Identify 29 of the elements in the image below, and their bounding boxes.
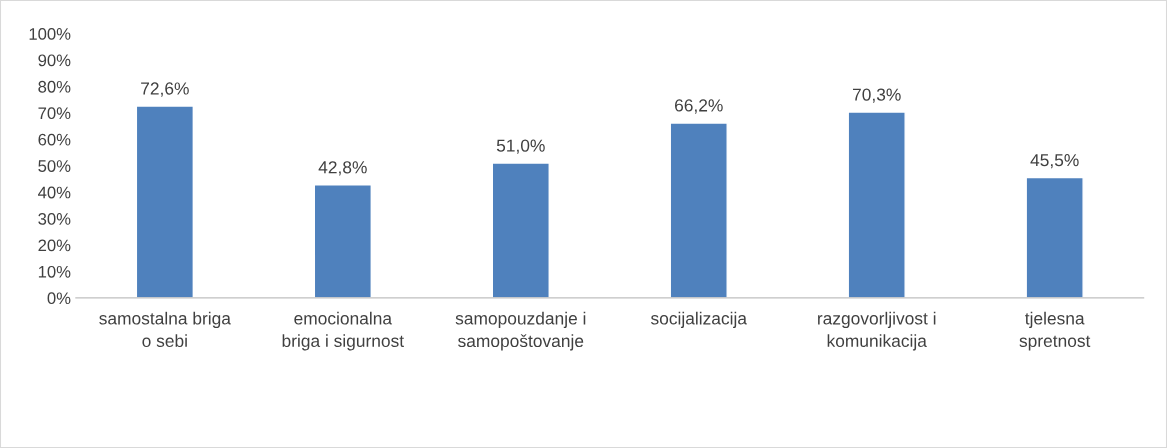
data-label: 72,6% — [141, 82, 189, 97]
x-tick-label: samostalna briga o sebi — [99, 311, 231, 348]
x-tick-label: samopouzdanje i samopoštovanje — [455, 311, 586, 351]
x-tick-label: tjelesna spretnost — [1019, 311, 1091, 351]
y-tick-label: 70% — [38, 107, 71, 120]
bar — [313, 184, 372, 298]
data-label: 42,8% — [318, 161, 367, 176]
x-tick-label: razgovorljivost i komunikacija — [818, 311, 936, 351]
bar — [135, 105, 195, 298]
y-tick-label: 50% — [38, 160, 71, 172]
bar — [847, 111, 906, 298]
x-tick-label: emocionalna briga i sigurnost — [282, 311, 404, 351]
data-label: 66,2% — [675, 99, 723, 114]
y-tick-label: 100% — [29, 28, 71, 40]
bar — [1025, 176, 1084, 298]
y-tick-label: 30% — [38, 213, 71, 225]
y-tick-label: 40% — [38, 186, 71, 199]
y-tick-label: 60% — [38, 133, 71, 146]
y-tick-label: 0% — [47, 292, 71, 305]
bar — [669, 122, 728, 298]
data-label: 51,0% — [496, 139, 545, 154]
y-tick-label: 20% — [38, 239, 71, 252]
x-tick-label: socijalizacija — [650, 311, 747, 328]
y-tick-label: 90% — [38, 54, 71, 67]
bar — [491, 162, 550, 298]
data-label: 45,5% — [1030, 154, 1079, 169]
y-tick-label: 10% — [38, 265, 71, 278]
data-label: 70,3% — [852, 88, 901, 103]
y-tick-label: 80% — [38, 80, 71, 93]
